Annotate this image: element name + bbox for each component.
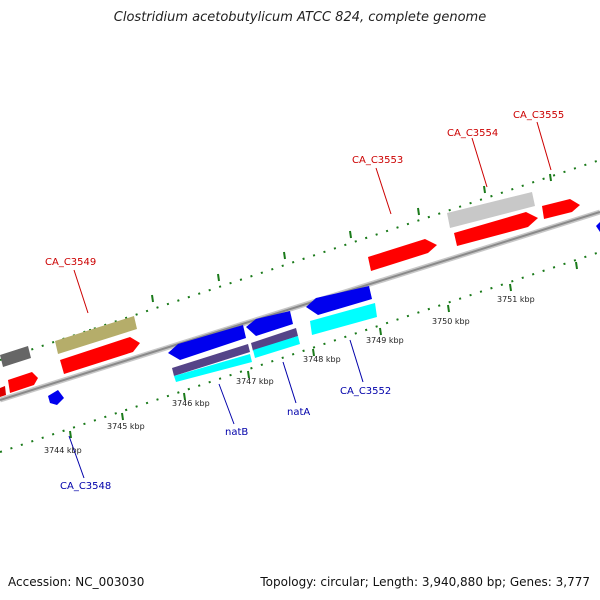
gene-red-ca_c3553[interactable] (368, 239, 437, 271)
gene-label-natb[interactable]: natB (225, 427, 248, 438)
accession-text: Accession: NC_003030 (8, 575, 145, 589)
gene-red-ca_c3554[interactable] (454, 212, 538, 246)
label-leaders-reverse (68, 339, 364, 479)
kbp-label-3750: 3750 kbp (432, 317, 470, 326)
gene-cyan-natb[interactable] (174, 354, 252, 382)
kbp-label-3748: 3748 kbp (303, 355, 341, 364)
gene-red-edge[interactable] (0, 386, 6, 397)
gene-label-ca_c3555[interactable]: CA_C3555 (513, 110, 564, 121)
gene-purple-nata[interactable] (251, 328, 298, 351)
kbp-label-3751: 3751 kbp (497, 295, 535, 304)
gene-cyan-ca_c3552[interactable] (310, 303, 377, 335)
gene-dark-gray[interactable] (0, 346, 31, 367)
gene-purple-natb[interactable] (172, 344, 250, 376)
gene-red-ca_c3549[interactable] (60, 337, 140, 374)
gene-red-right[interactable] (542, 199, 580, 219)
genome-backbone (0, 209, 600, 403)
gene-label-ca_c3552[interactable]: CA_C3552 (340, 386, 391, 397)
gene-label-ca_c3553[interactable]: CA_C3553 (352, 155, 403, 166)
forward-genes[interactable] (0, 192, 580, 397)
gene-gray-ca_c3555[interactable] (447, 192, 535, 228)
kbp-label-3745: 3745 kbp (107, 422, 145, 431)
gene-blue-small[interactable] (48, 390, 64, 405)
kbp-label-3749: 3749 kbp (366, 336, 404, 345)
gene-label-ca_c3548[interactable]: CA_C3548 (60, 481, 111, 492)
genome-summary-text: Topology: circular; Length: 3,940,880 bp… (260, 575, 590, 589)
label-leaders-forward (73, 121, 552, 314)
kbp-label-3744: 3744 kbp (44, 446, 82, 455)
gene-label-nata[interactable]: natA (287, 407, 310, 418)
gene-blue-ca_c3552-upper[interactable] (306, 286, 372, 315)
gene-red-left[interactable] (8, 372, 38, 393)
gene-blue-natb-upper[interactable] (168, 325, 246, 360)
reverse-genes[interactable] (48, 222, 600, 405)
gene-blue-nata-upper[interactable] (246, 311, 293, 336)
page-title: Clostridium acetobutylicum ATCC 824, com… (113, 10, 487, 25)
kbp-label-3746: 3746 kbp (172, 399, 210, 408)
gene-label-ca_c3554[interactable]: CA_C3554 (447, 128, 498, 139)
gene-olive[interactable] (55, 316, 137, 354)
gene-blue-right-edge[interactable] (596, 222, 600, 232)
gene-label-ca_c3549[interactable]: CA_C3549 (45, 257, 96, 268)
gene-cyan-nata[interactable] (253, 336, 300, 358)
kbp-label-3747: 3747 kbp (236, 377, 274, 386)
